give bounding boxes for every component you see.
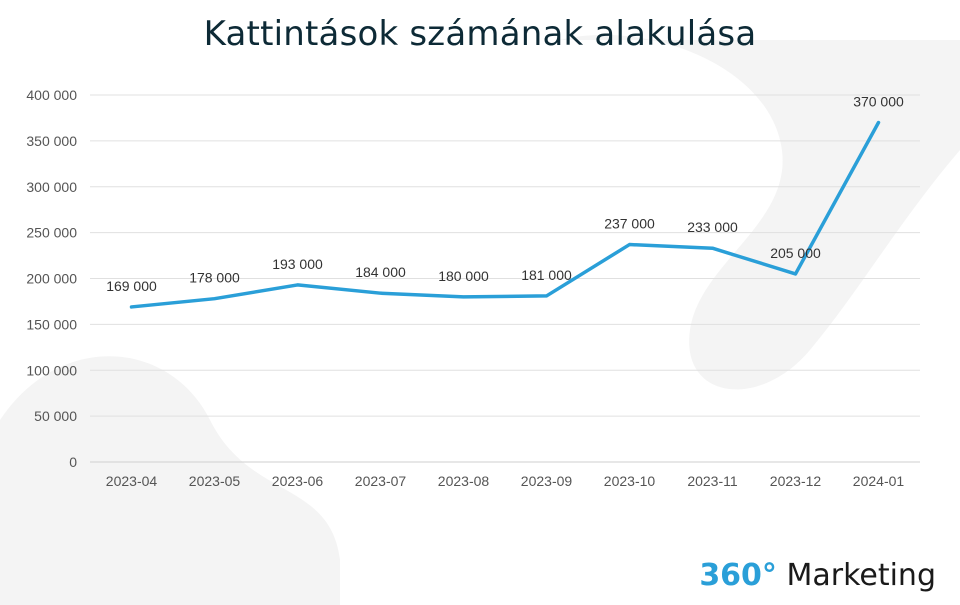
data-label: 181 000	[521, 267, 572, 283]
data-label: 370 000	[853, 94, 904, 110]
y-tick-label: 400 000	[26, 87, 77, 103]
y-tick-label: 200 000	[26, 271, 77, 287]
data-label: 184 000	[355, 264, 406, 280]
chart-title: Kattintások számának alakulása	[203, 14, 757, 54]
series-line	[129, 120, 881, 309]
x-tick-label: 2023-12	[770, 473, 822, 489]
y-tick-label: 250 000	[26, 225, 77, 241]
y-axis-ticks: 0 50 000 100 000 150 000 200 000 250 000 300 0…	[26, 87, 77, 470]
logo-word: Marketing	[776, 558, 936, 593]
x-axis-ticks: 2023-04 2023-05 2023-06 2023-07 2023-08 2023-…	[106, 473, 905, 489]
data-label: 180 000	[438, 268, 489, 284]
grid-lines	[90, 94, 920, 463]
data-label: 237 000	[604, 216, 655, 232]
x-tick-label: 2024-01	[853, 473, 905, 489]
x-tick-label: 2023-04	[106, 473, 158, 489]
data-label: 169 000	[106, 278, 157, 294]
x-tick-label: 2023-06	[272, 473, 324, 489]
x-tick-label: 2023-08	[438, 473, 490, 489]
data-label: 205 000	[770, 245, 821, 261]
brand-logo: 360° Marketing	[699, 558, 936, 593]
data-label: 178 000	[189, 270, 240, 286]
y-tick-label: 100 000	[26, 362, 77, 378]
y-tick-label: 150 000	[26, 316, 77, 332]
y-tick-label: 50 000	[34, 408, 77, 424]
data-label: 233 000	[687, 219, 738, 235]
x-tick-label: 2023-07	[355, 473, 407, 489]
y-tick-label: 0	[69, 454, 77, 470]
y-tick-label: 350 000	[26, 133, 77, 149]
x-tick-label: 2023-09	[521, 473, 573, 489]
x-tick-label: 2023-11	[687, 473, 738, 489]
x-tick-label: 2023-05	[189, 473, 241, 489]
logo-number: 360°	[699, 558, 777, 593]
data-labels: 169 000 178 000 193 000 184 000 180 000 181 0…	[106, 94, 904, 294]
x-tick-label: 2023-10	[604, 473, 656, 489]
data-label: 193 000	[272, 256, 323, 272]
y-tick-label: 300 000	[26, 179, 77, 195]
